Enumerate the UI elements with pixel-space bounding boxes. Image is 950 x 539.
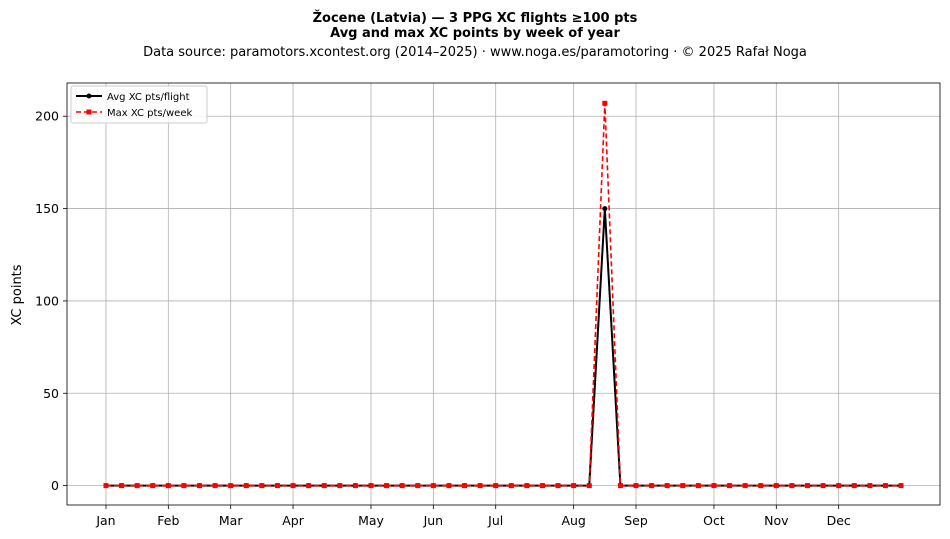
data-point-max — [399, 483, 405, 489]
data-point-max — [789, 483, 795, 489]
series-line-max — [105, 102, 902, 487]
data-point-max — [555, 483, 561, 489]
data-point-max — [134, 483, 140, 489]
data-point-max — [306, 483, 312, 489]
y-tick-label: 100 — [35, 293, 59, 308]
data-point-max — [820, 483, 826, 489]
x-tick-label: Aug — [561, 513, 585, 528]
chart-source: Data source: paramotors.xcontest.org (20… — [143, 45, 807, 60]
data-point-max — [602, 100, 608, 106]
data-point-max — [539, 483, 545, 489]
data-point-max — [867, 483, 873, 489]
x-tick-label: Mar — [219, 513, 243, 528]
data-point-max — [617, 483, 623, 489]
data-point-max — [571, 483, 577, 489]
data-point-max — [882, 483, 888, 489]
data-point-max — [228, 483, 234, 489]
data-point-max — [633, 483, 639, 489]
data-point-max — [851, 483, 857, 489]
y-tick-label: 50 — [43, 386, 59, 401]
data-point-max — [430, 483, 436, 489]
data-point-max — [119, 483, 125, 489]
data-point-max — [477, 483, 483, 489]
data-point-max — [274, 483, 280, 489]
data-point-max — [493, 483, 499, 489]
x-tick-label: Jul — [487, 513, 503, 528]
data-point-max — [773, 483, 779, 489]
data-point-max — [290, 483, 296, 489]
data-point-max — [243, 483, 249, 489]
x-tick-label: Apr — [282, 513, 304, 528]
data-point-max — [758, 483, 764, 489]
data-point-max — [462, 483, 468, 489]
data-point-max — [586, 483, 592, 489]
y-tick-label: 0 — [51, 478, 59, 493]
data-point-max — [103, 483, 109, 489]
data-point-max — [197, 483, 203, 489]
data-point-max — [804, 483, 810, 489]
series-line-avg — [105, 207, 902, 487]
y-tick-label: 150 — [35, 201, 59, 216]
y-axis-label: XC points — [10, 264, 25, 325]
data-point-max — [259, 483, 265, 489]
x-tick-label: Nov — [764, 513, 789, 528]
data-point-max — [368, 483, 374, 489]
data-point-max — [352, 483, 358, 489]
data-point-max — [524, 483, 530, 489]
y-tick-label: 200 — [35, 109, 59, 124]
data-point-max — [181, 483, 187, 489]
x-tick-label: May — [358, 513, 384, 528]
data-point-max — [711, 483, 717, 489]
data-point-max — [680, 483, 686, 489]
x-tick-label: Sep — [624, 513, 648, 528]
x-tick-label: Feb — [157, 513, 179, 528]
legend-marker-avg — [86, 93, 92, 99]
x-tick-label: Oct — [703, 513, 725, 528]
data-point-max — [212, 483, 218, 489]
legend-marker-max — [86, 109, 92, 115]
grid-lines — [67, 83, 940, 505]
series-layer — [103, 100, 904, 489]
data-point-max — [742, 483, 748, 489]
data-point-max — [695, 483, 701, 489]
legend-label-avg: Avg XC pts/flight — [107, 92, 190, 103]
plot-frame — [66, 82, 941, 506]
data-point-max — [664, 483, 670, 489]
data-point-max — [150, 483, 156, 489]
data-point-max — [508, 483, 514, 489]
x-tick-label: Dec — [827, 513, 851, 528]
data-point-max — [446, 483, 452, 489]
data-point-avg — [602, 206, 608, 212]
axes: Jan Feb Mar Apr May Jun Jul Aug Sep Oct Nov Dec 0 50 1… — [35, 82, 941, 528]
legend: Avg XC pts/flight Max XC pts/week — [70, 85, 208, 124]
legend-box — [70, 85, 208, 124]
data-point-max — [415, 483, 421, 489]
x-tick-label: Jun — [423, 513, 444, 528]
data-point-max — [727, 483, 733, 489]
data-point-max — [337, 483, 343, 489]
chart-title: Žocene (Latvia) — 3 PPG XC flights ≥100 … — [313, 10, 638, 26]
data-point-max — [649, 483, 655, 489]
data-point-max — [836, 483, 842, 489]
data-point-max — [898, 483, 904, 489]
data-point-max — [321, 483, 327, 489]
legend-label-max: Max XC pts/week — [107, 108, 192, 119]
chart-subtitle: Avg and max XC points by week of year — [330, 26, 620, 41]
data-point-max — [165, 483, 171, 489]
data-point-max — [384, 483, 390, 489]
x-tick-label: Jan — [95, 513, 115, 528]
